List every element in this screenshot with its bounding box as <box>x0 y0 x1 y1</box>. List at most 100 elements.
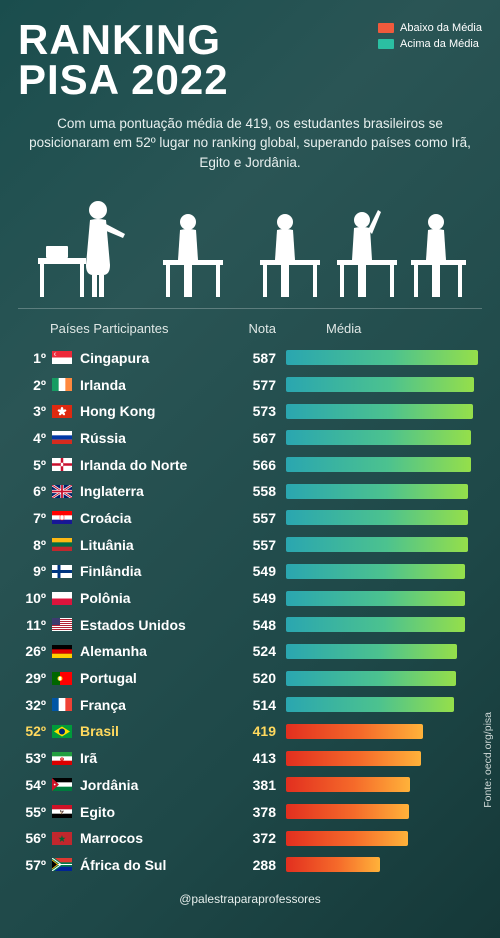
rank-cell: 8º <box>18 537 50 553</box>
flag-icon <box>52 511 72 524</box>
bar <box>286 404 473 419</box>
country-cell: África do Sul <box>80 857 228 873</box>
rank-cell: 5º <box>18 457 50 473</box>
table-row: 7º Croácia 557 <box>18 505 482 532</box>
score-cell: 557 <box>228 537 276 553</box>
header-country: Países Participantes <box>18 321 228 336</box>
score-cell: 557 <box>228 510 276 526</box>
rank-cell: 11º <box>18 617 50 633</box>
table-row: 57º África do Sul 288 <box>18 852 482 879</box>
rank-cell: 57º <box>18 857 50 873</box>
table-row: 2º Irlanda 577 <box>18 371 482 398</box>
score-cell: 549 <box>228 563 276 579</box>
table-row: 29º Portugal 520 <box>18 665 482 692</box>
legend-swatch-below <box>378 23 394 33</box>
source-credit: Fonte: oecd.org/pisa <box>482 712 494 808</box>
flag-icon <box>52 351 72 364</box>
bar <box>286 644 457 659</box>
title-line-2: PISA 2022 <box>18 56 229 103</box>
score-cell: 413 <box>228 750 276 766</box>
legend-swatch-above <box>378 39 394 49</box>
bar <box>286 804 409 819</box>
country-cell: Portugal <box>80 670 228 686</box>
legend-above: Acima da Média <box>378 38 482 50</box>
country-cell: Cingapura <box>80 350 228 366</box>
flag-icon <box>52 725 72 738</box>
country-cell: Alemanha <box>80 643 228 659</box>
rank-cell: 56º <box>18 830 50 846</box>
rank-cell: 55º <box>18 804 50 820</box>
country-cell: Lituânia <box>80 537 228 553</box>
bar <box>286 484 468 499</box>
bar-cell <box>276 831 482 846</box>
bar <box>286 591 465 606</box>
flag-icon: ☫ <box>52 752 72 765</box>
bar <box>286 831 408 846</box>
country-cell: Irlanda do Norte <box>80 457 228 473</box>
flag-icon <box>52 565 72 578</box>
bar-cell <box>276 510 482 525</box>
bar <box>286 537 468 552</box>
bar-cell <box>276 857 482 872</box>
bar-cell <box>276 644 482 659</box>
bar-cell <box>276 617 482 632</box>
flag-icon <box>52 778 72 791</box>
flag-icon <box>52 592 72 605</box>
bar <box>286 777 410 792</box>
rank-cell: 6º <box>18 483 50 499</box>
table-row: 6º Inglaterra 558 <box>18 478 482 505</box>
bar-cell <box>276 671 482 686</box>
svg-text:🦅: 🦅 <box>60 810 65 815</box>
flag-icon <box>52 538 72 551</box>
bar <box>286 671 456 686</box>
bar <box>286 857 380 872</box>
rank-cell: 3º <box>18 403 50 419</box>
bar <box>286 350 478 365</box>
rank-cell: 54º <box>18 777 50 793</box>
bar-cell <box>276 697 482 712</box>
bar-cell <box>276 350 482 365</box>
flag-icon <box>52 458 72 471</box>
bar-cell <box>276 377 482 392</box>
country-cell: Croácia <box>80 510 228 526</box>
table-row: 8º Lituânia 557 <box>18 531 482 558</box>
table-row: 26º Alemanha 524 <box>18 638 482 665</box>
bar <box>286 724 423 739</box>
score-cell: 378 <box>228 804 276 820</box>
country-cell: Inglaterra <box>80 483 228 499</box>
bar <box>286 457 471 472</box>
bar-cell <box>276 430 482 445</box>
rank-cell: 10º <box>18 590 50 606</box>
bar-cell <box>276 804 482 819</box>
table-row: 11º Estados Unidos 548 <box>18 611 482 638</box>
bar-cell <box>276 564 482 579</box>
flag-icon: ★ <box>52 832 72 845</box>
score-cell: 566 <box>228 457 276 473</box>
country-cell: Marrocos <box>80 830 228 846</box>
bar-cell <box>276 484 482 499</box>
header-media: Média <box>276 321 482 336</box>
rank-cell: 4º <box>18 430 50 446</box>
legend: Abaixo da Média Acima da Média <box>378 22 482 54</box>
rank-cell: 7º <box>18 510 50 526</box>
table-row: 10º Polônia 549 <box>18 585 482 612</box>
score-cell: 514 <box>228 697 276 713</box>
table-row: 52º Brasil 419 <box>18 718 482 745</box>
score-cell: 549 <box>228 590 276 606</box>
country-cell: Egito <box>80 804 228 820</box>
bar-cell <box>276 404 482 419</box>
rank-cell: 29º <box>18 670 50 686</box>
subtitle: Com uma pontuação média de 419, os estud… <box>18 114 482 173</box>
score-cell: 288 <box>228 857 276 873</box>
bar <box>286 377 474 392</box>
table-row: 56º ★ Marrocos 372 <box>18 825 482 852</box>
score-cell: 558 <box>228 483 276 499</box>
bar <box>286 751 421 766</box>
footer-handle: @palestraparaprofessores <box>179 892 321 906</box>
flag-icon <box>52 672 72 685</box>
table-row: 54º Jordânia 381 <box>18 771 482 798</box>
flag-icon <box>52 378 72 391</box>
country-cell: Polônia <box>80 590 228 606</box>
score-cell: 419 <box>228 723 276 739</box>
score-cell: 520 <box>228 670 276 686</box>
